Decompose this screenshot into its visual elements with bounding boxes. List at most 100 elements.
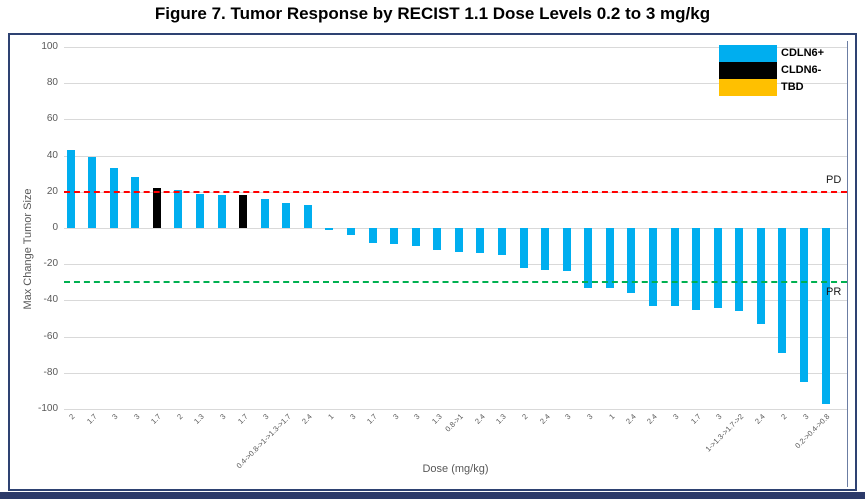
tumor-response-bar xyxy=(282,202,291,228)
x-tick-label: 2 xyxy=(520,412,530,422)
gridline xyxy=(64,119,847,121)
tumor-response-bar xyxy=(476,228,485,254)
tumor-response-bar xyxy=(670,228,679,306)
legend-swatch xyxy=(719,62,777,79)
y-tick-label: -40 xyxy=(43,294,58,306)
y-tick-label: 80 xyxy=(46,77,58,89)
tumor-response-bar xyxy=(131,177,140,228)
legend-swatch xyxy=(719,79,777,96)
tumor-response-bar xyxy=(152,188,161,228)
tumor-response-bar xyxy=(368,228,377,243)
tumor-response-bar xyxy=(66,150,75,228)
y-tick-label: -60 xyxy=(43,330,58,342)
tumor-response-bar xyxy=(303,204,312,228)
x-tick-label: 2 xyxy=(175,412,185,422)
tumor-response-bar xyxy=(239,194,248,228)
x-tick-label: 3 xyxy=(218,412,228,422)
y-tick-label: 40 xyxy=(46,149,58,161)
tumor-response-bar xyxy=(325,228,334,230)
tumor-response-bar xyxy=(109,168,118,228)
legend-label: TBD xyxy=(781,81,804,93)
gridline xyxy=(64,372,847,374)
tumor-response-bar xyxy=(346,228,355,236)
x-tick-label: 1.7 xyxy=(688,412,703,426)
gridline xyxy=(64,155,847,157)
x-tick-label: 2.4 xyxy=(300,412,315,426)
x-tick-label: 2 xyxy=(67,412,77,422)
tumor-response-bar xyxy=(411,228,420,247)
x-tick-label: 3 xyxy=(585,412,595,422)
chart-frame: 100 80 60 40 20 0 -20 -40 -60 -80 -100 PD PR 2 1.7 3 3… xyxy=(8,33,857,491)
x-tick-label: 1.7 xyxy=(149,412,164,426)
y-tick-label: 60 xyxy=(46,113,58,125)
gridline xyxy=(64,409,847,410)
tumor-response-bar xyxy=(390,228,399,245)
plot-right-border xyxy=(847,41,848,487)
x-tick-label: 1.3 xyxy=(192,412,207,426)
tumor-response-bar xyxy=(713,228,722,308)
pd-label: PD xyxy=(826,173,842,186)
x-tick-label: 3 xyxy=(412,412,422,422)
tumor-response-bar xyxy=(217,195,226,228)
x-tick-label: 1.3 xyxy=(494,412,509,426)
x-tick-label: 3 xyxy=(391,412,401,422)
x-tick-label: 1.7 xyxy=(235,412,250,426)
x-tick-label: 2.4 xyxy=(537,412,552,426)
pr-label: PR xyxy=(826,286,842,299)
tumor-response-bar xyxy=(195,193,204,228)
x-tick-label: 1->1.3->1.7->2 xyxy=(703,412,746,454)
x-tick-label: 2.4 xyxy=(472,412,487,426)
x-tick-label: 2 xyxy=(779,412,789,422)
tumor-response-bar xyxy=(778,228,787,353)
x-tick-label: 3 xyxy=(714,412,724,422)
x-tick-label: 2.4 xyxy=(623,412,638,426)
legend-label: CDLN6+ xyxy=(781,47,825,59)
tumor-response-bar xyxy=(174,190,183,228)
tumor-response-bar xyxy=(519,228,528,268)
tumor-response-bar xyxy=(562,228,571,272)
tumor-response-bar xyxy=(756,228,765,324)
plot-area: 100 80 60 40 20 0 -20 -40 -60 -80 -100 PD PR 2 1.7 3 3… xyxy=(10,35,855,489)
x-axis-title: Dose (mg/kg) xyxy=(422,463,489,475)
tumor-response-bar xyxy=(433,228,442,250)
y-tick-label: 100 xyxy=(41,41,58,52)
legend-swatch xyxy=(719,45,777,62)
pr-reference-line xyxy=(64,281,847,284)
x-tick-label: 0.2->0.4->0.8 xyxy=(793,412,832,451)
gridline xyxy=(64,264,847,266)
y-tick-label: 20 xyxy=(46,185,58,197)
x-tick-label: 3 xyxy=(671,412,681,422)
y-tick-label: -100 xyxy=(37,403,58,414)
y-tick-label: -20 xyxy=(43,258,58,270)
x-tick-label: 1 xyxy=(606,412,617,422)
y-tick-label: -80 xyxy=(43,366,58,378)
gridline xyxy=(64,47,847,48)
x-tick-label: 1.7 xyxy=(365,412,379,426)
legend-label: CLDN6- xyxy=(781,64,822,76)
y-axis-title: Max Change Tumor Size xyxy=(22,188,34,310)
tumor-response-bar xyxy=(584,228,593,288)
pd-reference-line xyxy=(64,190,847,193)
tumor-response-bar xyxy=(692,228,700,310)
tumor-response-bar xyxy=(497,228,506,256)
x-tick-label: 3 xyxy=(261,412,271,422)
figure-title: Figure 7. Tumor Response by RECIST 1.1 D… xyxy=(154,4,711,23)
x-tick-label: 3 xyxy=(347,412,358,422)
x-tick-label: 2.4 xyxy=(753,412,768,426)
tumor-response-bar xyxy=(627,228,636,294)
x-tick-label: 3 xyxy=(132,412,142,422)
tumor-response-bar xyxy=(605,228,614,288)
tumor-response-bar xyxy=(541,228,549,270)
x-tick-label: 1.3 xyxy=(429,412,444,426)
gridline xyxy=(64,300,847,302)
x-tick-label: 1.7 xyxy=(84,412,99,426)
x-tick-label: 0.8->1 xyxy=(443,412,466,434)
x-tick-label: 3 xyxy=(563,412,573,422)
tumor-response-bar xyxy=(260,199,269,228)
x-tick-label: 3 xyxy=(800,412,811,422)
tumor-response-bar xyxy=(799,228,808,382)
page-bottom-rule xyxy=(0,492,865,499)
gridline xyxy=(64,83,847,85)
tumor-response-bar xyxy=(648,228,657,306)
